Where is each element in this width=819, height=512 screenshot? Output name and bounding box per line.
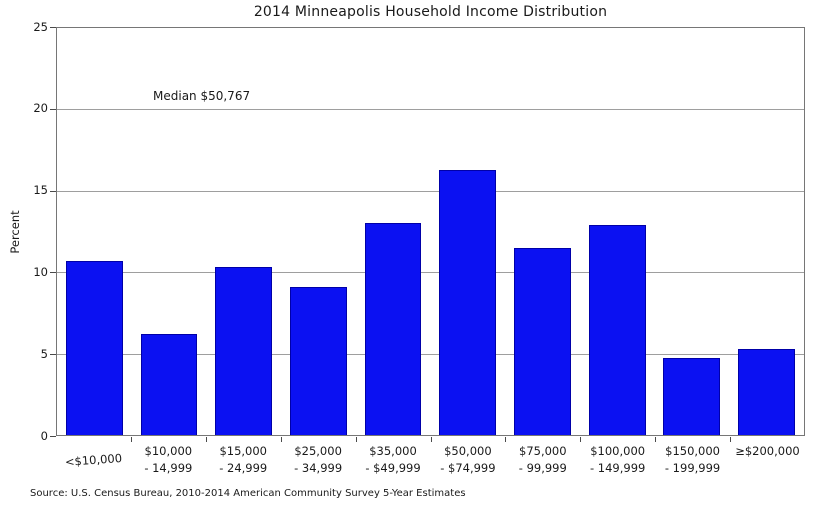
x-label-$35,000 - $49,999: $35,000- $49,999: [365, 444, 421, 475]
x-label-$10,000 - 14,999: $10,000- 14,999: [144, 444, 193, 475]
bar-slot-1: [132, 28, 207, 435]
y-tick-label-10: 10: [33, 264, 48, 279]
x-tick-mark-9: [730, 437, 732, 442]
bar-$50,000 - $74,999: [439, 169, 497, 435]
x-label-$25,000 - 34,999: $25,000- 34,999: [294, 444, 343, 475]
bar-$15,000 - 24,999: [215, 267, 273, 435]
median-annotation: Median $50,767: [153, 89, 251, 103]
y-tick-label-0: 0: [40, 428, 48, 443]
bar-slot-4: [356, 28, 431, 435]
x-label-$50,000 - $74,999: $50,000- $74,999: [440, 444, 496, 475]
x-label-$100,000 - 149,999: $100,000- 149,999: [589, 444, 646, 475]
y-tick-label-25: 25: [33, 19, 48, 34]
chart-title: 2014 Minneapolis Household Income Distri…: [253, 4, 608, 20]
x-tick-mark-3: [280, 437, 282, 442]
gridline-15: [57, 190, 804, 192]
bar-$25,000 - 34,999: [290, 286, 347, 435]
x-tick-mark-8: [655, 437, 657, 442]
plot-area: Median $50,767: [56, 27, 805, 436]
y-tick-mark-5: [50, 354, 56, 356]
y-axis-label: Percent: [8, 210, 22, 254]
x-label-<$10,000: <$10,000: [64, 450, 123, 469]
bar-$150,000 - 199,999: [663, 358, 721, 435]
y-tick-label-20: 20: [33, 101, 48, 116]
bar-$100,000 - 149,999: [588, 225, 646, 435]
y-tick-mark-25: [50, 27, 56, 28]
bar-$75,000 - 99,999: [514, 247, 571, 435]
gridline-5: [57, 353, 804, 355]
source-note: Source: U.S. Census Bureau, 2010-2014 Am…: [30, 488, 466, 499]
bar-slot-2: [206, 28, 281, 435]
bar-$10,000 - 14,999: [140, 334, 198, 435]
gridline-10: [57, 272, 804, 274]
bar-≥$200,000: [738, 348, 795, 435]
x-label-≥$200,000: ≥$200,000: [735, 444, 800, 458]
x-tick-mark-6: [505, 437, 507, 442]
x-tick-mark-5: [430, 437, 432, 442]
y-tick-label-15: 15: [33, 183, 48, 198]
bar-$35,000 - $49,999: [364, 223, 422, 435]
x-label-$75,000 - 99,999: $75,000- 99,999: [518, 444, 567, 475]
bar-slot-5: [430, 28, 505, 435]
x-label-$150,000 - 199,999: $150,000- 199,999: [664, 444, 721, 475]
x-axis-labels: <$10,000 $10,000- 14,999 $15,000- 24,999 $2…: [56, 443, 805, 477]
y-tick-mark-0: [50, 436, 56, 437]
bar-slot-6: [505, 28, 580, 435]
bar-slot-3: [281, 28, 356, 435]
bar-slot-9: [729, 28, 804, 435]
x-tick-mark-1: [130, 437, 132, 442]
bar-slot-8: [655, 28, 730, 435]
y-tick-mark-20: [50, 108, 56, 110]
bar-slot-0: [57, 28, 132, 435]
x-tick-mark-4: [355, 437, 357, 442]
x-tick-mark-7: [580, 437, 582, 442]
bars-row: [57, 28, 804, 435]
gridline-20: [57, 109, 804, 111]
y-tick-label-5: 5: [40, 346, 48, 361]
y-tick-mark-10: [50, 272, 56, 274]
bar-slot-7: [580, 28, 655, 435]
x-label-$15,000 - 24,999: $15,000- 24,999: [219, 444, 268, 475]
y-tick-mark-15: [50, 190, 56, 192]
bar-<$10,000: [65, 260, 123, 435]
x-tick-mark-2: [205, 437, 207, 442]
